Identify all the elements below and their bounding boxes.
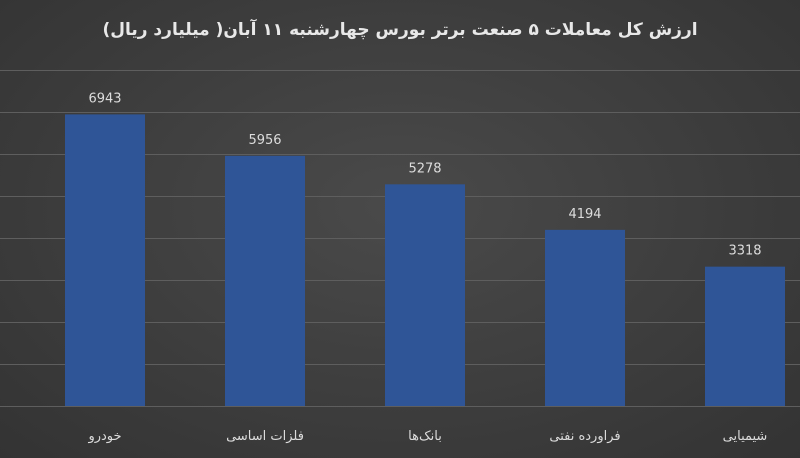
bar xyxy=(65,114,145,407)
data-label: 5956 xyxy=(248,133,281,148)
data-label: 6943 xyxy=(88,91,121,106)
category-label: فلزات اساسی xyxy=(226,429,304,444)
category-label: شیمیایی xyxy=(723,429,768,444)
bar xyxy=(705,266,785,406)
data-label: 5278 xyxy=(408,161,441,176)
category-label: بانک‌ها xyxy=(408,429,442,444)
chart-title: ارزش کل معاملات ۵ صنعت برتر بورس چهارشنب… xyxy=(102,18,697,40)
category-label: فراورده نفتی xyxy=(549,429,620,444)
category-labels: خودرو فلزات اساسی بانک‌ها فراورده نفتی شیمیا… xyxy=(87,429,767,444)
bar xyxy=(545,229,625,406)
data-label: 4194 xyxy=(568,207,601,222)
category-label: خودرو xyxy=(87,429,121,444)
data-label: 3318 xyxy=(728,244,761,259)
value-labels: 6943 5956 5278 4194 3318 xyxy=(88,91,761,258)
bar xyxy=(385,184,465,406)
bar xyxy=(225,155,305,406)
bars xyxy=(65,114,785,407)
